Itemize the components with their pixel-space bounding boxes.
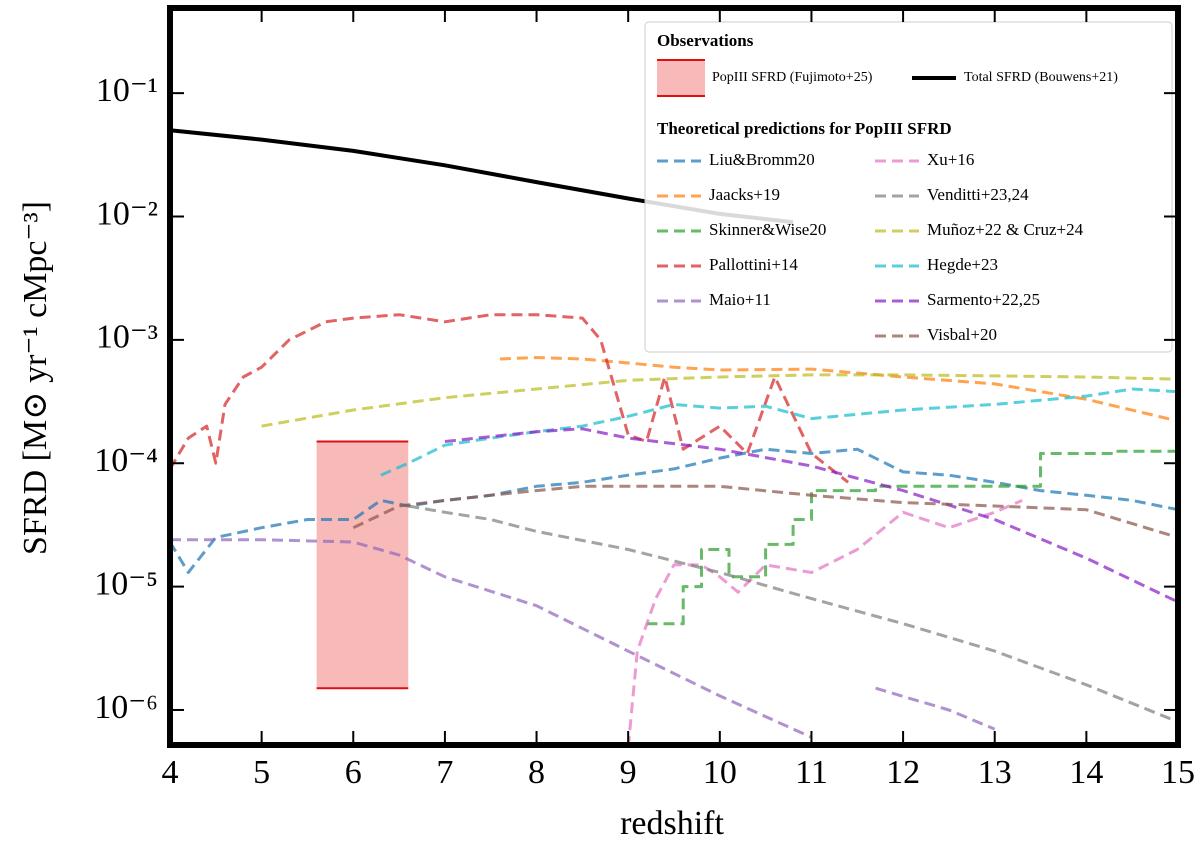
legend-label: Jaacks+19 [709,185,780,204]
x-tick-label: 10 [703,754,737,791]
y-tick-label: 10⁻⁵ [94,565,158,602]
series-line [380,387,1178,477]
x-tick-label: 5 [253,754,270,791]
y-tick-label: 10⁻³ [96,319,158,356]
region [316,441,409,689]
legend-label: PopIII SFRD (Fujimoto+25) [712,70,873,85]
x-tick-label: 12 [886,754,920,791]
x-tick-label: 4 [162,754,179,791]
x-axis-label: redshift [620,805,724,842]
legend-label: Pallottini+14 [709,255,798,274]
plot-frame [167,5,1181,748]
series-line [408,504,1178,724]
series-line [170,538,996,739]
legend-label: Liu&Bromm20 [709,150,815,169]
series-line [444,427,1178,604]
x-tick-label: 14 [1069,754,1103,791]
x-tick-label: 7 [436,754,453,791]
legend-swatch [657,60,705,96]
legend-label: Muñoz+22 & Cruz+24 [927,220,1084,239]
x-tick-label: 8 [528,754,545,791]
x-tick-label: 15 [1161,754,1195,791]
series-line [170,313,850,484]
legend-label: Total SFRD (Bouwens+21) [964,70,1118,85]
y-axis-label: SFRD [M⊙ yr⁻¹ cMpc⁻³] [17,201,54,555]
x-tick-label: 9 [620,754,637,791]
legend-label: Maio+11 [709,290,771,309]
x-tick-label: 6 [345,754,362,791]
y-tick-label: 10⁻¹ [96,72,158,109]
x-tick-label: 13 [978,754,1012,791]
y-tick-label: 10⁻² [96,195,158,232]
legend-box [644,21,1173,353]
legend: Observations PopIII SFRD (Fujimoto+25) The… [644,21,1173,353]
legend-label: Skinner&Wise20 [709,220,826,239]
series-line [261,373,1178,428]
legend-label: Sarmento+22,25 [927,290,1040,309]
series-line [352,484,1178,539]
plot-area [170,128,1178,745]
legend-title: Observations [657,31,754,50]
series-line [170,447,1178,574]
series-line [626,499,1023,745]
y-tick-label: 10⁻⁶ [94,689,158,726]
x-tick-label: 11 [795,754,828,791]
series-line [646,449,1178,626]
legend-title: Theoretical predictions for PopIII SFRD [657,119,952,138]
y-tick-label: 10⁻⁴ [94,442,158,479]
legend-label: Visbal+20 [927,325,997,344]
legend-label: Hegde+23 [927,255,998,274]
legend-label: Xu+16 [927,150,974,169]
series-line [499,356,1178,423]
legend-label: Venditti+23,24 [927,185,1029,204]
